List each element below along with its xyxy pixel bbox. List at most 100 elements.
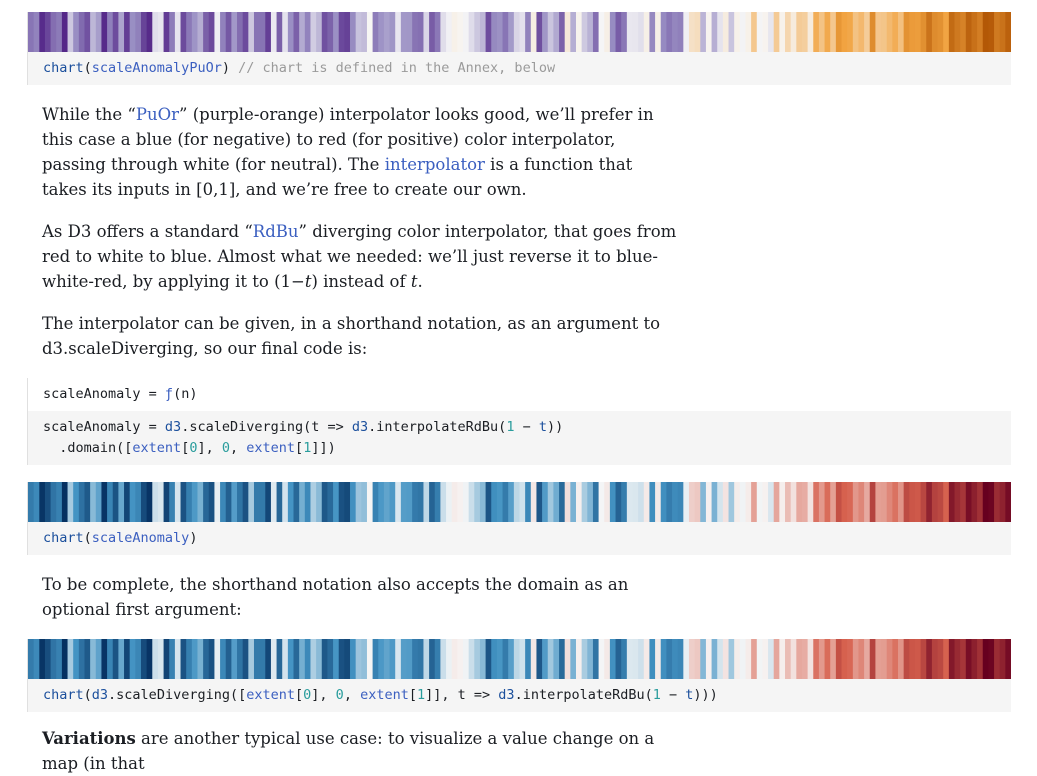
interpolator-link[interactable]: interpolator — [384, 155, 485, 174]
stripe — [683, 12, 690, 52]
stripe — [44, 12, 52, 52]
stripe — [169, 482, 176, 522]
stripe — [203, 12, 210, 52]
stripe — [282, 12, 289, 52]
paragraph-domain: To be complete, the shorthand notation a… — [42, 575, 629, 619]
stripe — [892, 639, 899, 679]
stripe — [790, 12, 797, 52]
stripe — [513, 12, 521, 52]
stripe — [214, 12, 221, 52]
stripe — [163, 639, 170, 679]
stripe — [841, 482, 848, 522]
stripe — [513, 639, 521, 679]
stripe — [700, 639, 707, 679]
stripe — [559, 482, 566, 522]
stripe — [864, 12, 871, 52]
stripe — [186, 12, 193, 52]
stripe — [107, 639, 114, 679]
stripe — [485, 639, 492, 679]
stripe — [734, 482, 741, 522]
stripe — [734, 12, 741, 52]
stripe — [994, 639, 1001, 679]
stripe — [914, 482, 922, 522]
stripe — [694, 12, 701, 52]
stripe — [270, 12, 278, 52]
stripe — [129, 482, 136, 522]
stripe — [474, 12, 481, 52]
stripe — [835, 12, 843, 52]
stripe — [649, 639, 656, 679]
stripe — [242, 12, 249, 52]
function-output[interactable]: ƒ — [164, 386, 174, 402]
stripe — [208, 12, 216, 52]
chart-fn: chart — [43, 60, 84, 76]
stripe — [575, 639, 583, 679]
stripe — [672, 12, 679, 52]
stripe — [666, 482, 673, 522]
stripe — [378, 482, 385, 522]
stripe — [615, 639, 622, 679]
puor-link[interactable]: PuOr — [135, 105, 180, 124]
stripe — [457, 12, 464, 52]
stripe — [909, 12, 916, 52]
rdbu-link[interactable]: RdBu — [252, 222, 299, 241]
stripe — [728, 12, 735, 52]
puor-cell: chart(scaleAnomalyPuOr) // chart is defi… — [27, 12, 1011, 85]
chart-rdbu-code: chart(scaleAnomaly) — [28, 522, 1011, 555]
stripe — [389, 639, 396, 679]
stripe — [474, 482, 481, 522]
stripe — [801, 12, 809, 52]
stripe — [316, 482, 323, 522]
stripe — [965, 639, 973, 679]
stripe — [779, 482, 786, 522]
stripe — [592, 482, 600, 522]
stripe — [197, 482, 204, 522]
stripe — [508, 639, 515, 679]
stripe — [728, 639, 735, 679]
stripe — [762, 482, 769, 522]
stripe — [886, 482, 893, 522]
stripe — [423, 12, 430, 52]
stripe — [728, 482, 735, 522]
stripe — [28, 482, 35, 522]
stripe — [316, 12, 323, 52]
stripe — [56, 482, 63, 522]
stripe — [700, 482, 707, 522]
stripe — [502, 639, 509, 679]
stripe — [220, 12, 227, 52]
stripe — [818, 482, 826, 522]
stripe — [412, 12, 419, 52]
stripe — [638, 12, 645, 52]
stripe — [688, 12, 696, 52]
stripe — [982, 639, 989, 679]
stripe — [338, 482, 345, 522]
stripe — [739, 12, 747, 52]
stripe — [542, 482, 549, 522]
stripe — [33, 482, 40, 522]
stripe — [118, 12, 125, 52]
stripe — [824, 12, 831, 52]
stripe — [383, 12, 391, 52]
stripe — [265, 639, 272, 679]
stripe — [734, 639, 741, 679]
stripe — [609, 639, 617, 679]
stripe — [282, 482, 289, 522]
stripe — [400, 639, 408, 679]
stripe — [56, 639, 63, 679]
stripe — [898, 12, 905, 52]
stripe — [338, 639, 345, 679]
stripe — [683, 482, 690, 522]
stripe — [785, 482, 792, 522]
stripe — [344, 639, 351, 679]
paragraph-rdbu: As D3 offers a standard “RdBu” diverging… — [42, 222, 677, 291]
stripe — [361, 639, 368, 679]
stripe — [395, 639, 402, 679]
stripe — [242, 482, 249, 522]
stripe — [101, 639, 108, 679]
stripe — [542, 12, 549, 52]
stripe — [909, 482, 916, 522]
stripe — [711, 12, 718, 52]
stripe — [95, 482, 103, 522]
stripe — [909, 639, 916, 679]
stripe — [361, 482, 368, 522]
